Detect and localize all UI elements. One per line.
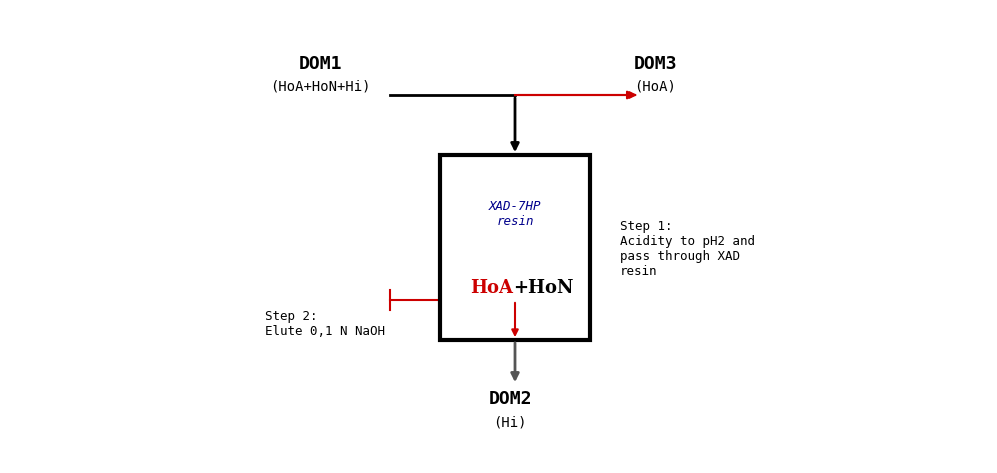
Text: DOM2: DOM2 xyxy=(489,390,531,408)
Text: Step 1:
Acidity to pH2 and
pass through XAD
resin: Step 1: Acidity to pH2 and pass through … xyxy=(620,220,755,278)
Bar xyxy=(440,155,590,340)
Text: DOM3: DOM3 xyxy=(633,55,677,73)
Text: Step 2:
Elute 0,1 N NaOH: Step 2: Elute 0,1 N NaOH xyxy=(265,310,385,338)
Text: (HoA): (HoA) xyxy=(634,80,676,94)
Text: XAD-7HP
resin: XAD-7HP resin xyxy=(489,200,541,228)
Text: +HoN: +HoN xyxy=(513,279,573,297)
Text: HoA: HoA xyxy=(470,279,513,297)
Text: (Hi): (Hi) xyxy=(494,415,526,429)
Text: DOM1: DOM1 xyxy=(298,55,342,73)
Text: (HoA+HoN+Hi): (HoA+HoN+Hi) xyxy=(270,80,370,94)
